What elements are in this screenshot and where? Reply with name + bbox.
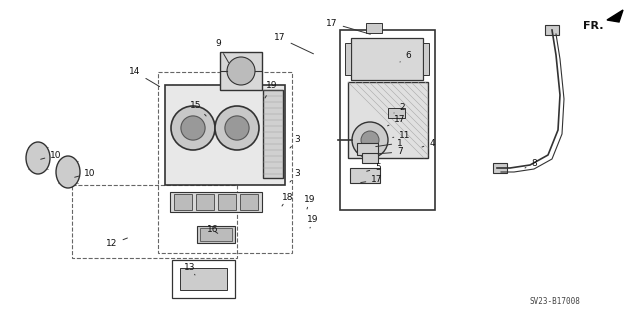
Polygon shape: [607, 10, 623, 22]
Text: 6: 6: [400, 50, 411, 62]
Text: 17: 17: [326, 19, 371, 34]
Text: 13: 13: [184, 263, 196, 275]
Text: 17: 17: [361, 175, 383, 184]
Text: SV23-B17008: SV23-B17008: [529, 298, 580, 307]
Text: 14: 14: [129, 68, 159, 86]
Circle shape: [171, 106, 215, 150]
Bar: [340, 30, 435, 210]
Text: 19: 19: [265, 81, 278, 98]
Text: 3: 3: [290, 136, 300, 148]
Text: 7: 7: [378, 147, 403, 157]
Text: 17: 17: [275, 33, 314, 54]
Text: 16: 16: [207, 226, 219, 234]
Bar: [158, 72, 292, 253]
Bar: [180, 268, 227, 290]
Bar: [351, 38, 423, 80]
Circle shape: [361, 131, 379, 149]
Bar: [165, 85, 285, 185]
Text: 19: 19: [304, 196, 316, 209]
Bar: [263, 90, 283, 178]
Circle shape: [215, 106, 259, 150]
Circle shape: [352, 122, 388, 158]
Text: 17: 17: [388, 115, 406, 126]
Bar: [196, 194, 214, 210]
Ellipse shape: [26, 142, 50, 174]
Bar: [362, 153, 378, 163]
Circle shape: [227, 57, 255, 85]
Bar: [174, 194, 192, 210]
Text: 10: 10: [41, 151, 61, 160]
Bar: [345, 43, 351, 75]
Ellipse shape: [56, 156, 80, 188]
Bar: [170, 192, 262, 212]
Text: 10: 10: [75, 168, 96, 177]
Text: 18: 18: [282, 192, 294, 206]
Bar: [240, 194, 258, 210]
Bar: [197, 226, 235, 243]
Bar: [350, 168, 380, 183]
Bar: [493, 163, 507, 173]
Text: 3: 3: [290, 169, 300, 182]
Text: 4: 4: [422, 138, 435, 147]
Bar: [220, 52, 262, 90]
Text: 19: 19: [307, 216, 319, 228]
Bar: [357, 143, 378, 155]
Bar: [172, 260, 235, 298]
Bar: [200, 228, 232, 241]
Bar: [423, 43, 429, 75]
Bar: [72, 185, 237, 258]
Bar: [388, 108, 405, 118]
Text: 9: 9: [215, 40, 228, 63]
Text: 2: 2: [394, 103, 405, 113]
Bar: [218, 194, 236, 210]
Text: FR.: FR.: [583, 21, 604, 31]
Bar: [366, 23, 382, 33]
Text: 8: 8: [525, 159, 537, 168]
Text: 1: 1: [376, 138, 403, 147]
Text: 15: 15: [190, 100, 206, 116]
Bar: [545, 25, 559, 35]
Circle shape: [181, 116, 205, 140]
Circle shape: [225, 116, 249, 140]
Text: 5: 5: [367, 164, 381, 173]
Bar: [348, 82, 428, 158]
Text: 11: 11: [393, 130, 411, 139]
Text: 12: 12: [106, 238, 127, 249]
